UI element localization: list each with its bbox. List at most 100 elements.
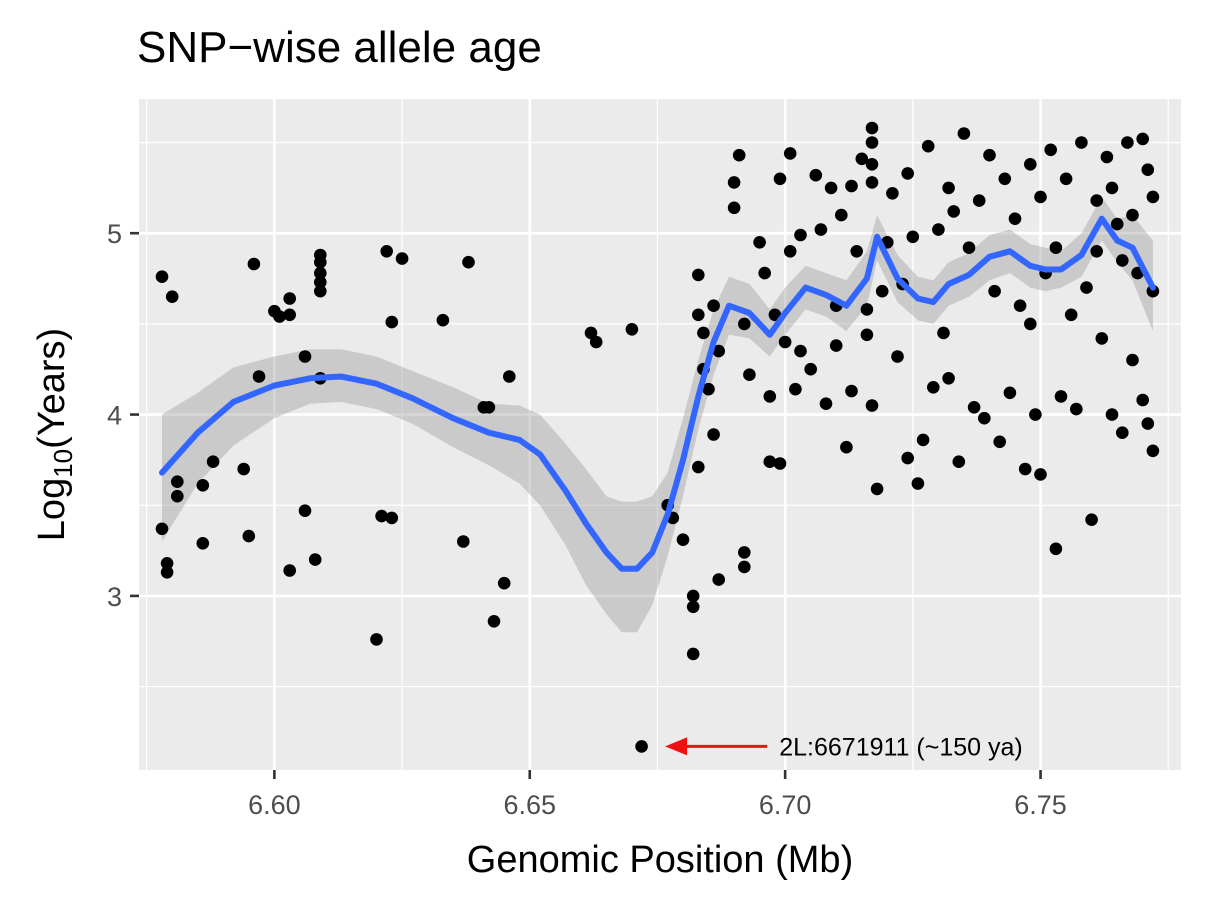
data-point	[1146, 284, 1160, 298]
data-point	[875, 284, 889, 298]
y-tick-label: 4	[107, 401, 122, 431]
data-point	[789, 382, 802, 396]
data-point	[160, 557, 174, 570]
chart-title: SNP−wise allele age	[137, 23, 542, 72]
data-point	[860, 303, 874, 316]
data-point	[763, 390, 777, 403]
grid-lines	[139, 99, 1181, 770]
data-point	[753, 236, 766, 249]
data-point	[865, 399, 879, 412]
y-tick-label: 3	[107, 582, 122, 612]
data-point	[942, 372, 955, 385]
smooth-line-group	[159, 215, 1156, 572]
data-point	[840, 440, 853, 454]
data-point	[783, 245, 797, 258]
data-point	[865, 158, 879, 171]
data-point	[712, 344, 725, 358]
data-point	[171, 489, 184, 503]
data-point	[298, 504, 312, 517]
data-point	[778, 335, 792, 349]
data-point	[314, 284, 327, 298]
data-point	[743, 368, 756, 382]
data-point	[1100, 150, 1114, 164]
data-point	[707, 428, 720, 441]
data-point	[738, 546, 751, 559]
data-point	[1136, 393, 1149, 407]
data-point	[370, 633, 383, 646]
data-point	[727, 176, 741, 189]
data-point	[252, 370, 266, 383]
data-point	[497, 576, 511, 590]
data-point	[242, 529, 256, 543]
data-point	[794, 344, 807, 358]
data-point	[697, 326, 710, 340]
data-point	[692, 308, 705, 322]
data-point	[1105, 408, 1119, 421]
data-point	[998, 172, 1012, 186]
data-point	[1095, 332, 1109, 345]
data-point	[375, 509, 388, 523]
data-point	[850, 245, 863, 258]
data-point	[911, 477, 925, 490]
data-point	[1075, 136, 1088, 149]
data-point	[314, 255, 327, 269]
data-point	[1136, 132, 1149, 146]
data-point	[589, 335, 603, 349]
data-point	[738, 560, 751, 574]
data-point	[860, 328, 874, 342]
data-points	[155, 121, 1160, 753]
data-point	[1044, 143, 1057, 157]
data-point	[962, 241, 976, 254]
y-axis-title-rest: (Years)	[31, 328, 73, 449]
annotation-arrowhead	[665, 737, 688, 756]
axes: 6.60 6.65 6.70 6.75 3 4 5	[107, 219, 1067, 820]
confidence-ribbon-group	[162, 196, 1153, 633]
data-point	[1126, 353, 1139, 367]
data-point	[1024, 158, 1037, 171]
data-point	[937, 326, 950, 340]
plot-panel	[139, 99, 1181, 770]
x-tick-label: 6.65	[503, 790, 556, 820]
data-point	[942, 181, 955, 195]
x-tick-label: 6.60	[248, 790, 301, 820]
data-point	[1034, 468, 1047, 481]
data-point	[1110, 217, 1124, 231]
data-point	[155, 270, 169, 284]
data-point	[824, 181, 838, 195]
data-point	[171, 475, 184, 489]
data-point	[1080, 281, 1093, 294]
data-point	[865, 176, 879, 189]
data-point	[952, 455, 966, 469]
x-axis-title: Genomic Position (Mb)	[467, 839, 853, 881]
data-point	[1146, 190, 1160, 204]
data-point	[237, 462, 250, 476]
data-point	[1049, 241, 1063, 254]
data-point	[819, 397, 833, 411]
data-point	[988, 284, 1001, 298]
data-point	[727, 201, 741, 215]
data-point	[804, 362, 817, 376]
data-point	[1070, 402, 1083, 416]
data-point	[1090, 245, 1103, 258]
smooth-line	[159, 215, 1156, 572]
data-point	[932, 223, 945, 236]
data-point	[947, 205, 960, 218]
data-point	[845, 179, 858, 193]
data-point	[1003, 386, 1017, 400]
data-point	[283, 292, 297, 305]
data-point	[692, 268, 705, 282]
data-point	[380, 245, 394, 258]
data-point	[1008, 212, 1022, 225]
data-point	[1024, 317, 1037, 331]
data-point	[247, 257, 261, 271]
x-tick-label: 6.70	[759, 790, 812, 820]
data-point	[314, 266, 327, 280]
data-point	[921, 139, 935, 153]
data-point	[298, 350, 312, 363]
data-point	[886, 187, 899, 200]
data-point	[1121, 136, 1134, 149]
data-point	[712, 573, 725, 586]
data-point	[1085, 513, 1098, 526]
data-point	[1029, 408, 1042, 421]
